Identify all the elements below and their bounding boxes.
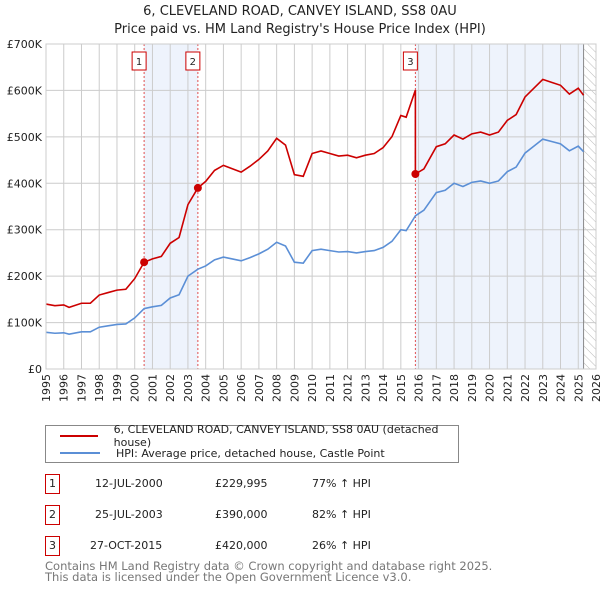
sale-number-box (402, 51, 418, 71)
x-tick-label: 2003 (182, 374, 195, 402)
chart-subtitle: Price paid vs. HM Land Registry's House … (114, 22, 486, 37)
sale-price: £420,000 (215, 539, 268, 552)
x-tick-label: 2006 (235, 374, 248, 402)
x-tick-label: 2009 (288, 374, 301, 402)
x-tick-label: 2014 (377, 374, 390, 402)
x-tick-label: 2022 (519, 374, 532, 402)
sale-hpi-diff: 77% ↑ HPI (312, 477, 371, 490)
sale-price: £390,000 (215, 508, 268, 521)
footer-copyright: Contains HM Land Registry data © Crown c… (45, 559, 493, 573)
x-tick-label: 2002 (164, 374, 177, 402)
legend-swatch-red (60, 435, 98, 437)
legend-item-hpi: HPI: Average price, detached house, Cast… (60, 445, 385, 461)
x-tick-label: 2021 (501, 374, 514, 402)
x-tick-label: 2008 (271, 374, 284, 402)
y-tick-label: £400K (7, 177, 43, 190)
y-tick-label: £0 (28, 363, 42, 376)
x-tick-label: 2010 (306, 374, 319, 402)
x-tick-label: 2011 (324, 374, 337, 402)
x-tick-label: 2015 (395, 374, 408, 402)
x-tick-label: 2004 (200, 374, 213, 402)
sale-number-label: 1 (136, 57, 142, 68)
legend-label: 6, CLEVELAND ROAD, CANVEY ISLAND, SS8 0A… (113, 423, 439, 449)
x-tick-label: 2005 (217, 374, 230, 402)
sale-point (193, 183, 202, 192)
forecast-hatch (583, 44, 596, 369)
table-row: 1 12-JUL-2000 £229,995 77% ↑ HPI (45, 474, 465, 494)
footer-licence: This data is licensed under the Open Gov… (45, 570, 412, 584)
legend-item-property: 6, CLEVELAND ROAD, CANVEY ISLAND, SS8 0A… (60, 423, 458, 449)
price-chart: 1995 1996 1997 1998 1999 2000 2001 2002 2003 2004… (7, 38, 600, 402)
hpi-line (45, 138, 585, 335)
sale-number-label: 3 (407, 57, 413, 68)
shaded-period (415, 44, 584, 369)
x-tick-label: 2024 (555, 374, 568, 402)
x-tick-label: 2023 (537, 374, 550, 402)
sale-number-box (185, 51, 201, 71)
y-tick-label: £300K (7, 224, 43, 237)
x-tick-label: 2012 (342, 374, 355, 402)
shaded-period (144, 44, 198, 369)
plot-border (45, 43, 597, 370)
x-tick-label: 2013 (359, 374, 372, 402)
x-tick-label: 2018 (448, 374, 461, 402)
x-tick-label: 2001 (146, 374, 159, 402)
x-tick-label: 2017 (430, 374, 443, 402)
legend-swatch-blue (60, 452, 100, 454)
table-row: 2 25-JUL-2003 £390,000 82% ↑ HPI (45, 505, 465, 525)
x-tick-label: 2019 (466, 374, 479, 402)
x-tick-label: 1997 (75, 374, 88, 402)
sale-point (411, 170, 420, 178)
y-tick-label: £200K (7, 270, 43, 283)
x-tick-label: 1999 (111, 374, 124, 402)
table-row: 3 27-OCT-2015 £420,000 26% ↑ HPI (45, 536, 465, 556)
sale-point (140, 258, 149, 267)
y-tick-label: £500K (7, 131, 43, 144)
sale-number-label: 2 (190, 57, 196, 68)
x-tick-label: 1996 (58, 374, 71, 402)
y-tick-label: £100K (7, 317, 43, 330)
sale-date: 12-JUL-2000 (95, 477, 163, 490)
x-tick-label: 2007 (253, 374, 266, 402)
x-tick-label: 1995 (40, 374, 53, 402)
property-price-line (45, 78, 585, 309)
sale-hpi-diff: 26% ↑ HPI (312, 539, 371, 552)
x-tick-label: 2025 (572, 374, 585, 402)
x-tick-label: 2026 (590, 374, 600, 402)
sale-date: 25-JUL-2003 (95, 508, 163, 521)
sale-hpi-diff: 82% ↑ HPI (312, 508, 371, 521)
x-tick-label: 2020 (484, 374, 497, 402)
x-tick-label: 2016 (413, 374, 426, 402)
sale-price: £229,995 (215, 477, 268, 490)
chart-title: 6, CLEVELAND ROAD, CANVEY ISLAND, SS8 0A… (143, 4, 457, 19)
y-tick-label: £700K (7, 38, 43, 51)
legend: 6, CLEVELAND ROAD, CANVEY ISLAND, SS8 0A… (45, 423, 459, 463)
sale-number: 1 (45, 474, 60, 494)
sale-date: 27-OCT-2015 (90, 539, 163, 552)
x-tick-label: 2000 (129, 374, 142, 402)
x-tick-label: 1998 (93, 374, 106, 402)
legend-label: HPI: Average price, detached house, Cast… (116, 446, 385, 460)
sale-number: 2 (45, 505, 60, 525)
sale-number-box (131, 51, 147, 71)
sale-number: 3 (45, 536, 60, 556)
y-tick-label: £600K (7, 84, 43, 97)
